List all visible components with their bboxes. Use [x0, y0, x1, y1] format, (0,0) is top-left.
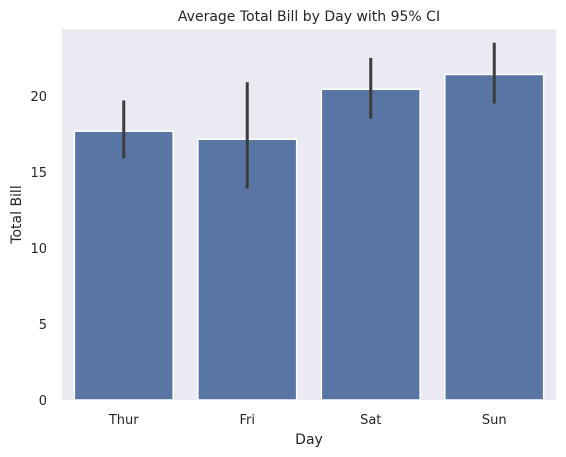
y-axis-label: Total Bill	[9, 185, 25, 244]
x-tick-label: Fri	[240, 413, 256, 428]
bar-thur	[73, 130, 174, 401]
x-tick-label: Sun	[482, 413, 507, 428]
errorbars-group	[122, 42, 496, 189]
y-tick-label: 5	[39, 318, 47, 333]
chart-title: Average Total Bill by Day with 95% CI	[178, 9, 440, 25]
bar-sun	[444, 73, 545, 401]
x-axis-label: Day	[295, 432, 323, 448]
y-tick-label: 0	[39, 394, 47, 409]
bar-sat	[320, 88, 421, 401]
bars-group	[73, 73, 545, 401]
x-ticks-group: Thur Fri Sat Sun	[108, 413, 507, 428]
y-ticks-group: 0 5 10 15 20	[30, 90, 47, 409]
y-tick-label: 20	[30, 90, 47, 105]
x-tick-label: Thur	[108, 413, 139, 428]
y-tick-label: 10	[30, 242, 47, 257]
y-tick-label: 15	[30, 166, 47, 181]
x-tick-label: Sat	[360, 413, 381, 428]
